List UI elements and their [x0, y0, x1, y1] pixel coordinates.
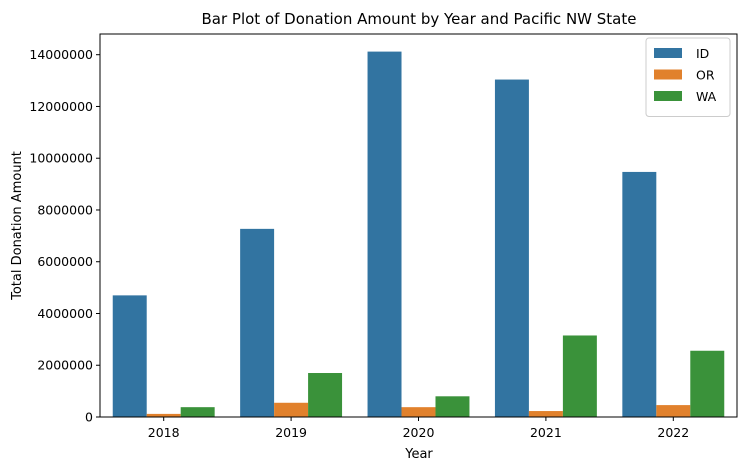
y-tick-label-10000000: 10000000	[29, 151, 93, 166]
legend-label-wa: WA	[696, 89, 717, 104]
legend-label-id: ID	[696, 46, 709, 61]
bar-wa-2021	[562, 335, 597, 417]
bar-or-2019	[274, 402, 309, 417]
bar-id-2022	[622, 171, 657, 417]
x-tick-label-2020: 2020	[403, 425, 435, 440]
x-tick-label-2022: 2022	[657, 425, 689, 440]
bar-or-2018	[146, 413, 181, 417]
bar-id-2020	[367, 51, 402, 417]
y-tick-label-6000000: 6000000	[37, 254, 93, 269]
legend-label-or: OR	[696, 68, 715, 83]
bar-wa-2019	[308, 373, 343, 417]
legend-swatch-wa	[654, 91, 682, 101]
bar-id-2019	[240, 228, 275, 417]
bar-id-2021	[494, 79, 529, 418]
y-tick-label-2000000: 2000000	[37, 358, 93, 373]
chart-title: Bar Plot of Donation Amount by Year and …	[202, 10, 637, 28]
y-tick-label-0: 0	[85, 410, 93, 425]
y-tick-label-8000000: 8000000	[37, 202, 93, 217]
bar-wa-2020	[435, 396, 470, 417]
x-tick-label-2018: 2018	[148, 425, 180, 440]
bar-or-2022	[656, 405, 691, 417]
x-tick-label-2021: 2021	[530, 425, 562, 440]
y-axis-title: Total Donation Amount	[10, 151, 25, 301]
y-axis: 0 2000000 4000000 6000000 8000000 10000000 120…	[29, 47, 100, 425]
x-axis: 2018 2019 2020 2021 2022	[148, 417, 689, 440]
bar-id-2018	[112, 295, 147, 417]
x-tick-label-2019: 2019	[275, 425, 307, 440]
bar-wa-2022	[690, 350, 725, 417]
y-tick-label-12000000: 12000000	[29, 99, 93, 114]
bar-wa-2018	[180, 407, 215, 417]
bar-or-2020	[401, 407, 436, 417]
x-axis-title: Year	[404, 447, 433, 462]
legend-swatch-or	[654, 69, 682, 80]
y-tick-label-4000000: 4000000	[37, 306, 93, 321]
legend-swatch-id	[654, 48, 682, 58]
bars-group	[112, 51, 725, 418]
y-tick-label-14000000: 14000000	[29, 47, 93, 62]
legend: ID OR WA	[645, 37, 731, 117]
bar-or-2021	[528, 411, 563, 417]
